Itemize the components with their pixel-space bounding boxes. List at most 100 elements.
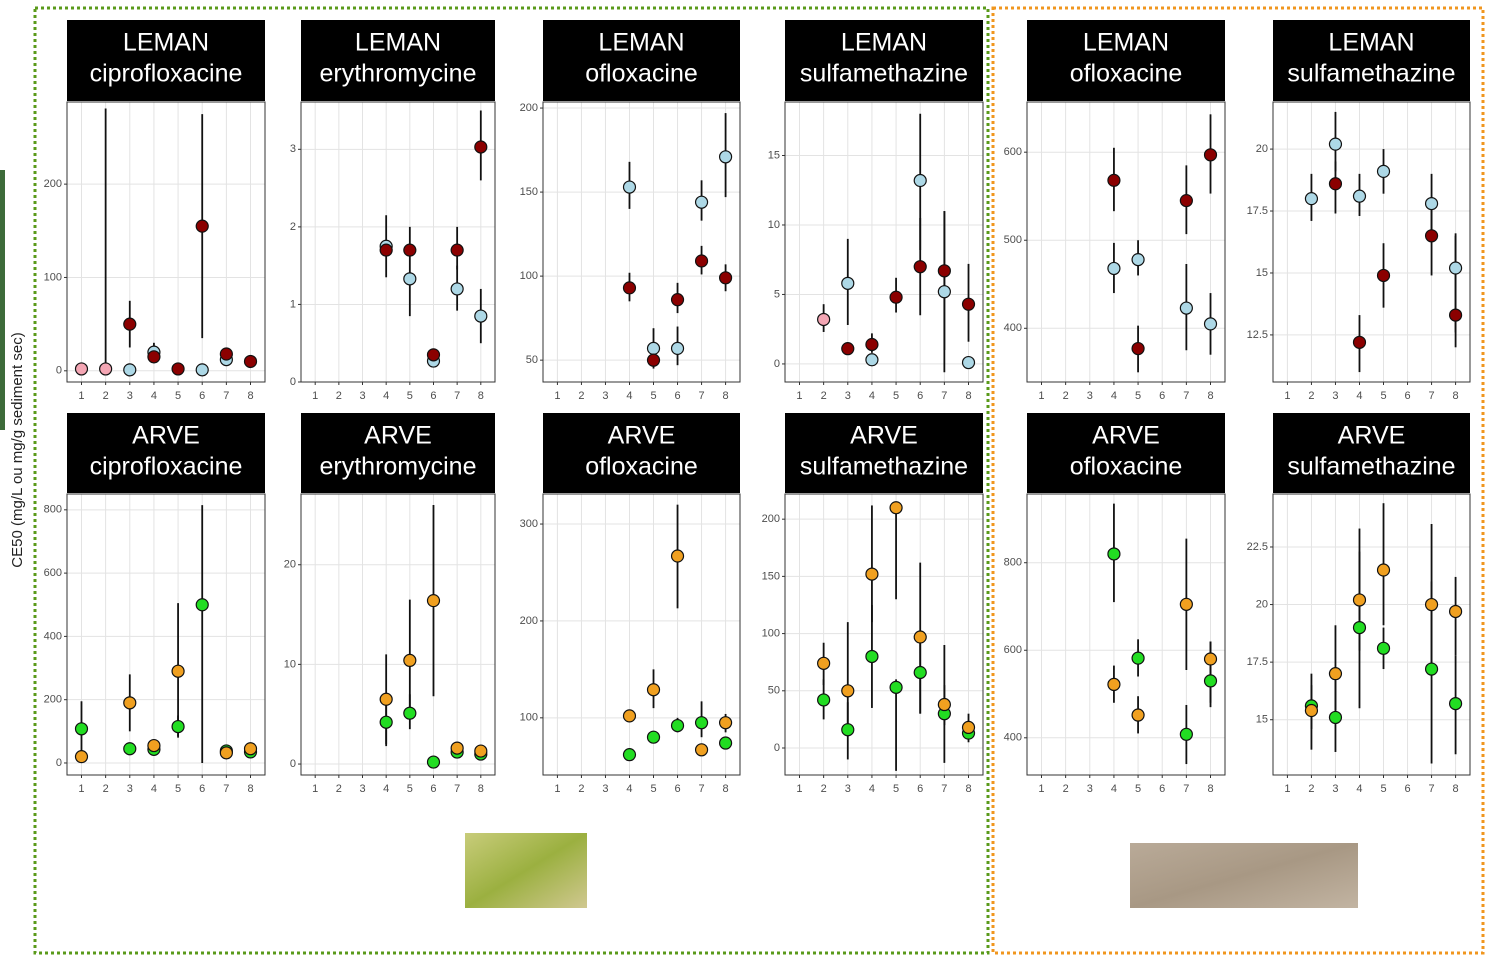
y-axis-label: CE50 (mg/L ou mg/g sediment sec)	[9, 332, 26, 567]
y-tick-label: 600	[44, 567, 62, 579]
panel-subtitle: sulfamethazine	[800, 60, 968, 88]
point	[1426, 663, 1438, 675]
panel-subtitle: sulfamethazine	[1287, 453, 1455, 481]
x-tick-label: 1	[312, 783, 318, 795]
x-tick-label: 7	[223, 390, 229, 402]
point	[914, 175, 926, 187]
x-tick-label: 6	[1404, 783, 1410, 795]
y-tick-label: 10	[768, 219, 780, 231]
x-tick-label: 2	[821, 783, 827, 795]
panel-subtitle: erythromycine	[320, 453, 477, 481]
point	[672, 720, 684, 732]
point	[963, 721, 975, 733]
x-tick-label: 6	[199, 390, 205, 402]
y-tick-label: 22.5	[1247, 541, 1268, 553]
y-tick-label: 200	[44, 178, 62, 190]
y-tick-label: 12.5	[1247, 329, 1268, 341]
x-tick-label: 8	[1453, 783, 1459, 795]
x-tick-label: 6	[199, 783, 205, 795]
x-tick-label: 3	[127, 390, 133, 402]
point	[648, 342, 660, 354]
point	[404, 654, 416, 666]
x-tick-label: 5	[1135, 783, 1141, 795]
x-tick-label: 7	[1428, 783, 1434, 795]
y-tick-label: 0	[56, 365, 62, 377]
x-tick-label: 3	[602, 783, 608, 795]
point	[1205, 653, 1217, 665]
point	[938, 286, 950, 298]
x-tick-label: 2	[578, 390, 584, 402]
point	[963, 357, 975, 369]
point	[196, 220, 208, 232]
y-tick-label: 50	[526, 354, 538, 366]
x-tick-label: 7	[941, 390, 947, 402]
point	[451, 244, 463, 256]
point	[475, 745, 487, 757]
x-tick-label: 6	[1159, 783, 1165, 795]
x-tick-label: 5	[1380, 783, 1386, 795]
point	[890, 681, 902, 693]
x-tick-label: 4	[1356, 390, 1362, 402]
x-tick-label: 3	[602, 390, 608, 402]
panel-subtitle: ofloxacine	[1070, 453, 1183, 481]
point	[696, 255, 708, 267]
point	[1205, 149, 1217, 161]
point	[890, 291, 902, 303]
point	[963, 298, 975, 310]
point	[1329, 138, 1341, 150]
y-tick-label: 800	[1004, 557, 1022, 569]
point	[914, 631, 926, 643]
point	[1205, 675, 1217, 687]
point	[938, 699, 950, 711]
point	[1329, 178, 1341, 190]
y-tick-label: 400	[44, 630, 62, 642]
point	[1353, 190, 1365, 202]
panel-title: ARVE	[1338, 422, 1406, 450]
panel-title: LEMAN	[355, 29, 441, 57]
x-tick-label: 5	[650, 390, 656, 402]
point	[866, 338, 878, 350]
panel-background	[785, 494, 983, 775]
point	[475, 310, 487, 322]
point	[696, 196, 708, 208]
y-tick-label: 5	[774, 288, 780, 300]
point	[1108, 262, 1120, 274]
x-tick-label: 4	[1111, 783, 1117, 795]
x-tick-label: 3	[845, 390, 851, 402]
x-tick-label: 2	[821, 390, 827, 402]
point	[866, 354, 878, 366]
point	[220, 747, 232, 759]
point	[1132, 652, 1144, 664]
point	[720, 151, 732, 163]
x-tick-label: 7	[1183, 390, 1189, 402]
point	[1378, 564, 1390, 576]
point	[866, 650, 878, 662]
x-tick-label: 6	[430, 783, 436, 795]
x-tick-label: 1	[1038, 390, 1044, 402]
point	[866, 568, 878, 580]
point	[1329, 711, 1341, 723]
x-tick-label: 4	[1111, 390, 1117, 402]
point	[1108, 174, 1120, 186]
y-tick-label: 300	[520, 518, 538, 530]
y-tick-label: 2	[290, 221, 296, 233]
panel-title: LEMAN	[841, 29, 927, 57]
panel-subtitle: sulfamethazine	[1287, 60, 1455, 88]
x-tick-label: 6	[917, 783, 923, 795]
panel-background	[1027, 494, 1225, 775]
point	[672, 550, 684, 562]
point	[124, 318, 136, 330]
point	[196, 599, 208, 611]
x-tick-label: 4	[151, 783, 157, 795]
panel-title: LEMAN	[1328, 29, 1414, 57]
y-tick-label: 0	[290, 376, 296, 388]
point	[245, 743, 257, 755]
x-tick-label: 5	[407, 390, 413, 402]
y-tick-label: 100	[520, 270, 538, 282]
panel-subtitle: erythromycine	[320, 60, 477, 88]
y-tick-label: 200	[44, 694, 62, 706]
x-tick-label: 4	[151, 390, 157, 402]
panel-background	[785, 102, 983, 382]
x-tick-label: 8	[723, 783, 729, 795]
point	[404, 707, 416, 719]
